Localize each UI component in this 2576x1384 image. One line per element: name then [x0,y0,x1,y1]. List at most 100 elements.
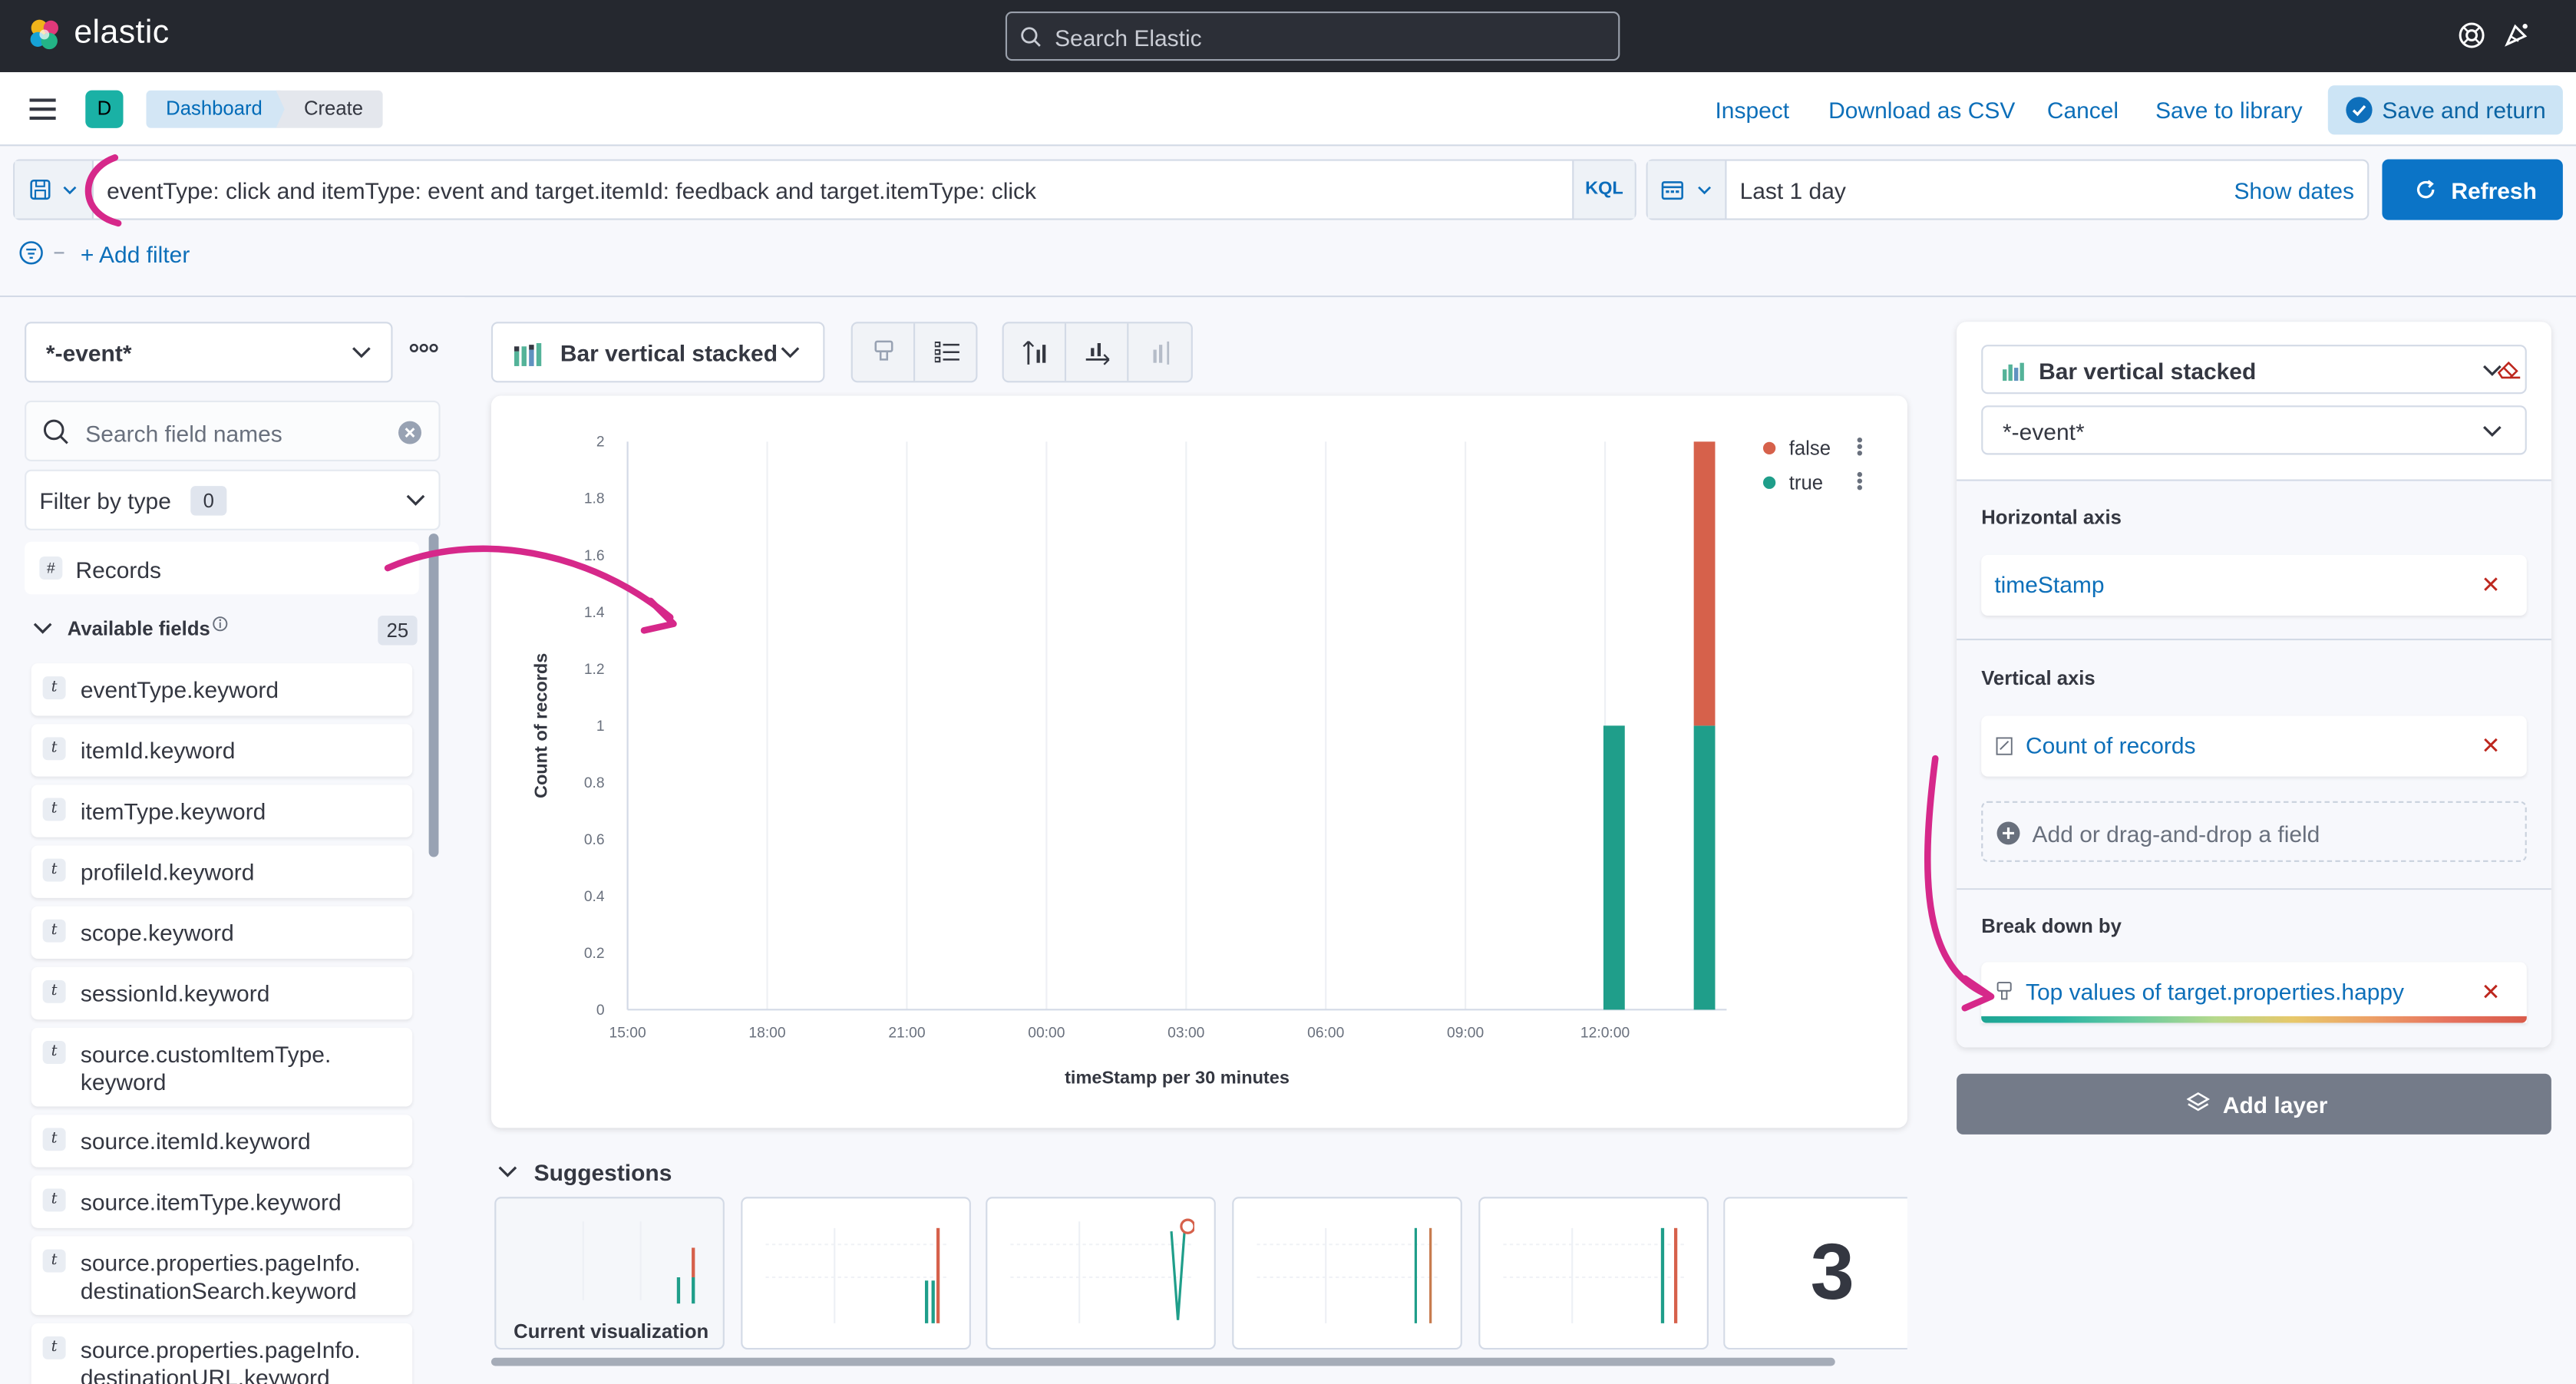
info-icon[interactable] [212,616,228,632]
elastic-logo-icon[interactable] [26,16,62,52]
cancel-link[interactable]: Cancel [2046,97,2119,124]
x-tick-label: 18:00 [748,1026,785,1042]
suggestion-bar-percentage[interactable] [1232,1197,1462,1350]
help-icon[interactable] [2458,21,2485,49]
filter-by-type-button[interactable]: Filter by type 0 [25,469,441,530]
add-filter-button[interactable]: + Add filter [80,241,190,268]
chevron-down-icon [33,623,52,634]
field-label: itemId.keyword [80,737,236,764]
field-item[interactable]: t itemType.keyword [31,784,413,837]
chart-panel: 0 0.2 0.4 0.6 0.8 1 1.2 1.4 1.6 1.8 2 15:00 18:00 21:… [490,395,1907,1128]
remove-dimension-icon[interactable]: ✕ [2481,732,2501,759]
remove-layer-icon[interactable] [2495,358,2522,381]
filter-options-icon[interactable] [18,239,64,266]
breakdown-dimension[interactable]: Top values of target.properties.happy ✕ [1981,962,2527,1023]
suggestion-line[interactable] [986,1197,1216,1350]
vertical-axis-field[interactable]: Count of records [2025,732,2196,759]
field-item[interactable]: t itemId.keyword [31,724,413,777]
field-item[interactable]: t scope.keyword [31,906,413,960]
layers-icon [2186,1092,2210,1111]
space-avatar[interactable]: D [85,90,124,128]
suggestion-bar-horizontal[interactable] [1478,1197,1709,1350]
field-item[interactable]: t source.properties.pageInfo. destination… [31,1323,413,1384]
string-token-icon: t [42,979,66,1003]
show-dates-link[interactable]: Show dates [2234,177,2355,204]
save-and-return-button[interactable]: Save and return [2327,85,2563,135]
field-item[interactable]: t source.itemType.keyword [31,1175,413,1228]
records-field[interactable]: # Records [25,541,419,595]
breadcrumb-create: Create [276,90,383,128]
string-token-icon: t [42,676,66,700]
field-item[interactable]: t source.customItemType. keyword [31,1027,413,1107]
field-search-input[interactable]: Search field names [25,400,441,462]
y-tick-label: 0.6 [584,832,605,848]
legend-options-button[interactable] [915,323,977,381]
string-token-icon: t [42,1249,66,1273]
suggestion-bar-unstacked[interactable] [741,1197,971,1350]
field-item[interactable]: t profileId.keyword [31,845,413,898]
query-input[interactable]: eventType: click and itemType: event and… [13,159,1636,220]
date-picker[interactable]: Last 1 day Show dates [1646,159,2370,220]
legend-menu-icon [1857,478,1863,484]
layer-index-pattern-select[interactable]: *-event* [1981,405,2527,455]
suggestions-scrollbar[interactable] [490,1357,1835,1366]
available-fields-count: 25 [378,616,418,646]
breadcrumb-dashboard[interactable]: Dashboard [146,90,296,128]
y-tick-label: 0.2 [584,946,605,962]
y-tick-label: 0 [596,1002,605,1019]
suggestion-metric[interactable]: 3 [1723,1197,1907,1350]
quick-select-button[interactable] [1647,160,1727,219]
inspect-link[interactable]: Inspect [1715,97,1790,124]
suggestion-current[interactable]: Current visualization [494,1197,725,1350]
refresh-button[interactable]: Refresh [2382,159,2563,220]
download-csv-link[interactable]: Download as CSV [1828,97,2016,124]
records-label: Records [75,557,162,583]
legend-menu-icon [1857,437,1863,443]
more-options-icon[interactable] [409,342,439,355]
field-list-scrollbar[interactable] [428,533,439,857]
remove-dimension-icon[interactable]: ✕ [2481,571,2501,598]
legend-icon [934,341,959,363]
saved-query-menu-button[interactable] [15,160,94,219]
index-pattern-label: *-event* [45,339,132,366]
index-pattern-select[interactable]: *-event* [25,322,393,383]
bar-chart[interactable]: 0 0.2 0.4 0.6 0.8 1 1.2 1.4 1.6 1.8 2 15:00 18:00 21:… [491,395,1907,1128]
x-tick-label: 09:00 [1447,1026,1484,1042]
left-axis-button[interactable] [1004,323,1067,382]
layer-chart-type-label: Bar vertical stacked [2039,358,2257,385]
layer-chart-type-select[interactable]: Bar vertical stacked [1981,345,2527,395]
horizontal-axis-field[interactable]: timeStamp [1994,571,2105,598]
save-icon [30,179,51,200]
query-text[interactable]: eventType: click and itemType: event and… [107,177,1036,204]
field-item[interactable]: t sessionId.keyword [31,966,413,1020]
hamburger-menu-icon[interactable] [29,98,56,121]
vertical-axis-dimension[interactable]: Count of records ✕ [1981,715,2527,777]
clear-icon[interactable] [398,421,422,445]
y-tick-label: 2 [596,434,605,451]
string-token-icon: t [42,1128,66,1151]
time-range-label: Last 1 day [1739,177,1846,204]
right-axis-button[interactable] [1131,323,1193,381]
remove-dimension-icon[interactable]: ✕ [2481,978,2501,1005]
add-field-dropzone[interactable]: Add or drag-and-drop a field [1981,801,2527,862]
horizontal-axis-dimension[interactable]: timeStamp ✕ [1981,554,2527,616]
field-item[interactable]: t source.itemId.keyword [31,1115,413,1168]
field-item[interactable]: t eventType.keyword [31,663,413,716]
chart-type-select[interactable]: Bar vertical stacked [490,322,825,383]
add-layer-button[interactable]: Add layer [1957,1073,2551,1135]
save-to-library-link[interactable]: Save to library [2155,97,2303,124]
bottom-axis-button[interactable] [1066,323,1129,382]
chevron-down-icon [1698,186,1712,195]
newsfeed-icon[interactable] [2502,21,2530,49]
check-circle-icon [2346,97,2373,124]
global-header: elastic Search Elastic [0,0,2576,73]
number-token-icon: # [39,557,63,580]
visual-options-button[interactable] [853,323,916,382]
breakdown-field[interactable]: Top values of target.properties.happy [2025,978,2405,1005]
kql-language-button[interactable]: KQL [1572,160,1635,219]
global-search-input[interactable]: Search Elastic [1005,11,1620,61]
field-item[interactable]: t source.properties.pageInfo. destination… [31,1236,413,1316]
current-visualization-label: Current visualization [514,1320,709,1343]
search-icon [43,419,68,444]
string-token-icon: t [42,858,66,882]
